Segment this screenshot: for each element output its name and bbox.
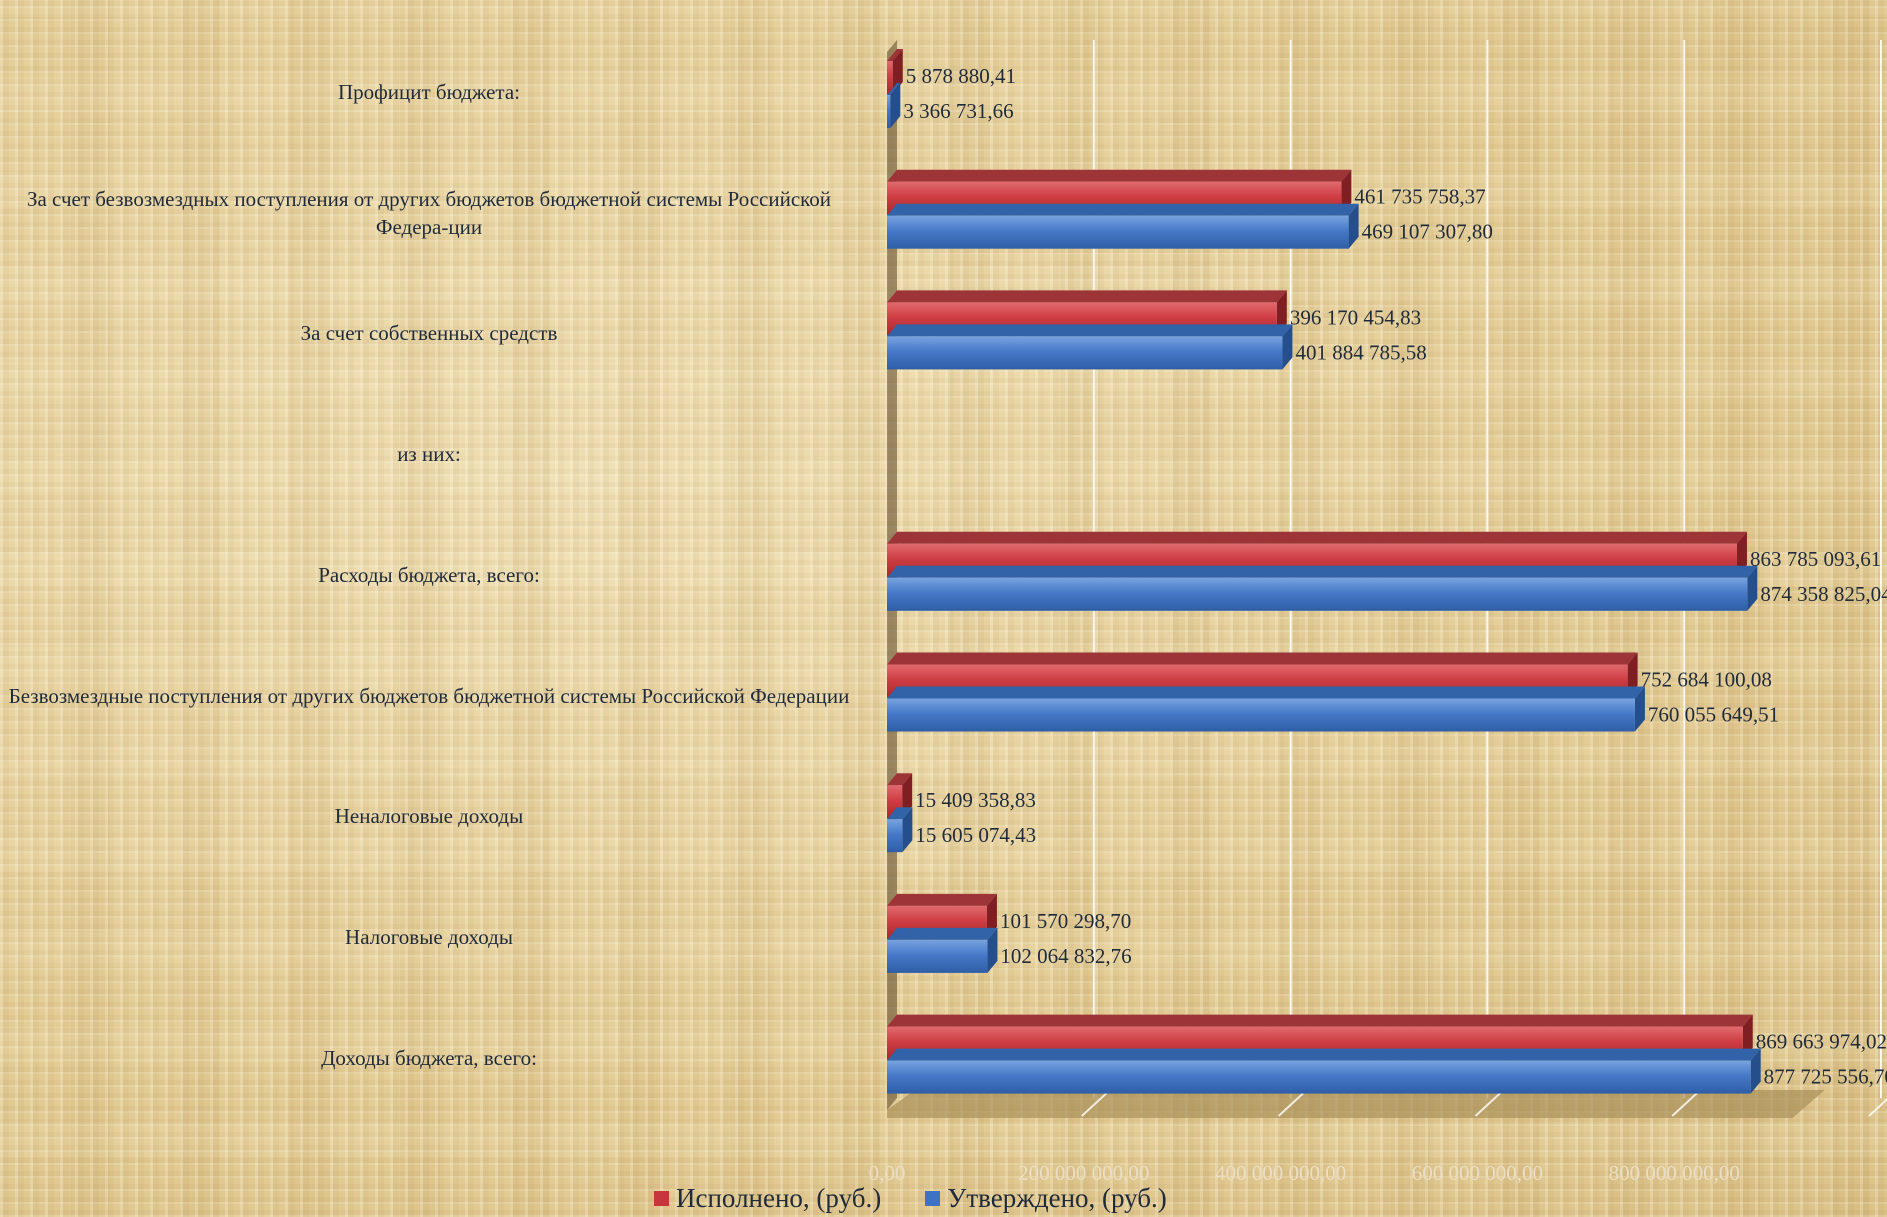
bar-approved-side	[1750, 1048, 1761, 1094]
floor-gridline	[1868, 1098, 1887, 1117]
data-label-approved: 760 055 649,51	[1648, 703, 1779, 727]
bar-approved-top	[887, 565, 1758, 578]
bar-executed-side	[1627, 652, 1638, 698]
data-label-executed: 752 684 100,08	[1641, 668, 1772, 692]
x-axis-ticks: 0,00 200 000 000,00 400 000 000,00 600 000 …	[869, 1161, 1740, 1185]
bar-approved	[887, 927, 998, 973]
bar-executed-front	[887, 61, 893, 94]
category-label: Неналоговые доходы	[334, 804, 524, 829]
x-tick-label: 800 000 000,00	[1609, 1161, 1740, 1185]
bar-executed-top	[887, 652, 1638, 665]
category-label: За счет собственных средств	[300, 321, 558, 346]
x-tick-label: 0,00	[869, 1161, 906, 1185]
bar-executed-top	[887, 290, 1287, 303]
category-label: Профицит бюджета:	[337, 80, 521, 104]
data-label-executed: 5 878 880,41	[906, 64, 1016, 88]
data-label-approved: 15 605 074,43	[915, 823, 1036, 847]
bar-executed-side	[986, 893, 997, 939]
floor-gridline	[1474, 1091, 1503, 1117]
data-label-executed: 461 735 758,37	[1354, 185, 1485, 209]
category-label: Расходы бюджета, всего:	[318, 562, 540, 587]
bar-approved	[887, 83, 901, 128]
bar-approved-top	[887, 807, 913, 820]
category-label: из них:	[397, 442, 461, 467]
legend-item-executed: Исполнено, (руб.)	[654, 1183, 881, 1214]
legend-swatch-approved	[925, 1190, 941, 1206]
bar-approved-top	[887, 324, 1293, 337]
bar-executed-top	[887, 49, 903, 61]
category-label: Доходы бюджета, всего:	[321, 1045, 537, 1070]
bar-approved-side	[902, 807, 913, 853]
data-label-executed: 15 409 358,83	[915, 788, 1036, 812]
bar-approved-front	[887, 215, 1349, 249]
data-label-executed: 101 570 298,70	[1000, 909, 1131, 933]
bar-approved-side	[1747, 565, 1758, 611]
bar-approved-front	[887, 95, 891, 128]
data-label-approved: 401 884 785,58	[1295, 340, 1426, 364]
bars	[887, 49, 1761, 1094]
bar-approved-side	[987, 927, 998, 973]
bar-executed-side	[1736, 531, 1747, 577]
bar-executed-side	[1742, 1014, 1753, 1060]
chart-floor	[887, 1090, 1887, 1118]
category-label: За счет безвозмездных поступления от дру…	[26, 186, 832, 239]
bar-executed-top	[887, 531, 1747, 544]
legend-label-approved: Утверждено, (руб.)	[947, 1182, 1167, 1213]
data-label-executed: 869 663 974,02	[1756, 1030, 1887, 1054]
legend: Исполнено, (руб.) Утверждено, (руб.)	[654, 1180, 1211, 1216]
bar-approved-top	[887, 927, 998, 940]
floor-gridline	[1671, 1091, 1699, 1117]
x-tick-label: 600 000 000,00	[1412, 1161, 1543, 1185]
category-label: Налоговые доходы	[345, 924, 513, 949]
bar-executed	[887, 49, 903, 94]
bar-approved-top	[887, 203, 1359, 216]
bar-executed-side	[902, 773, 913, 819]
bar-executed-top	[887, 1014, 1753, 1027]
bar-approved-side	[890, 83, 901, 128]
bar-executed-top	[887, 169, 1352, 182]
bar-approved	[887, 203, 1359, 249]
legend-item-approved: Утверждено, (руб.)	[925, 1183, 1167, 1214]
bar-approved-side	[1348, 203, 1359, 249]
bar-approved-front	[887, 336, 1283, 370]
data-label-executed: 396 170 454,83	[1290, 305, 1421, 329]
legend-label-executed: Исполнено, (руб.)	[676, 1182, 882, 1213]
data-label-approved: 102 064 832,76	[1000, 944, 1131, 968]
category-label: Безвозмездные поступления от других бюдж…	[8, 683, 850, 708]
bar-approved	[887, 1048, 1761, 1094]
x-tick-label: 200 000 000,00	[1018, 1161, 1149, 1185]
bar-executed-top	[887, 893, 997, 906]
data-label-approved: 3 366 731,66	[903, 99, 1013, 123]
data-labels: 869 663 974,02 877 725 556,70 101 570 298,…	[903, 64, 1887, 1089]
data-label-approved: 469 107 307,80	[1362, 220, 1493, 244]
bar-approved	[887, 686, 1645, 732]
data-label-approved: 874 358 825,04	[1760, 582, 1887, 606]
floor-plane	[887, 1090, 1825, 1118]
bar-executed-side	[892, 49, 903, 94]
floor-gridline	[1081, 1091, 1109, 1117]
legend-swatch-executed	[654, 1190, 669, 1206]
bar-approved-top	[887, 83, 901, 95]
bar-executed-side	[1341, 169, 1352, 215]
bar-approved	[887, 565, 1758, 611]
data-label-approved: 877 725 556,70	[1764, 1065, 1887, 1089]
floor-gridline	[1277, 1091, 1306, 1117]
bar-approved-front	[887, 939, 988, 973]
bar-approved-front	[887, 1060, 1751, 1094]
bar-executed-top	[887, 773, 913, 786]
x-tick-label: 400 000 000,00	[1215, 1161, 1346, 1185]
bar-approved-front	[887, 819, 903, 853]
bar-approved-top	[887, 686, 1645, 699]
bar-executed-side	[1276, 290, 1287, 336]
bar-approved-front	[887, 698, 1635, 732]
bar-approved-front	[887, 577, 1748, 611]
bar-approved	[887, 807, 913, 853]
bar-approved-side	[1634, 686, 1645, 732]
bar-approved-side	[1282, 324, 1293, 370]
bar-approved-top	[887, 1048, 1761, 1061]
bar-approved	[887, 324, 1293, 370]
data-label-executed: 863 785 093,61	[1750, 547, 1881, 571]
